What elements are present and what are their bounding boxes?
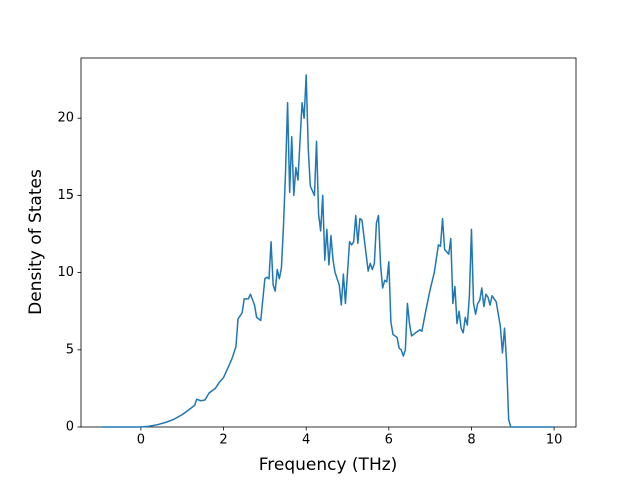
x-tick-label: 8: [467, 433, 475, 448]
y-tick-label: 20: [57, 111, 74, 126]
y-axis-label: Density of States: [26, 169, 46, 315]
x-tick-label: 10: [546, 433, 563, 448]
x-tick-label: 0: [137, 433, 145, 448]
y-tick-label: 5: [66, 342, 74, 357]
y-tick-label: 10: [57, 265, 74, 280]
x-axis-label: Frequency (THz): [259, 455, 398, 475]
x-tick-label: 6: [385, 433, 393, 448]
data-line: [101, 74, 555, 428]
plot-frame: [80, 57, 577, 428]
y-tick-label: 0: [66, 420, 74, 435]
x-tick-label: 4: [302, 433, 310, 448]
y-tick-label: 15: [57, 188, 74, 203]
x-tick-label: 2: [219, 433, 227, 448]
